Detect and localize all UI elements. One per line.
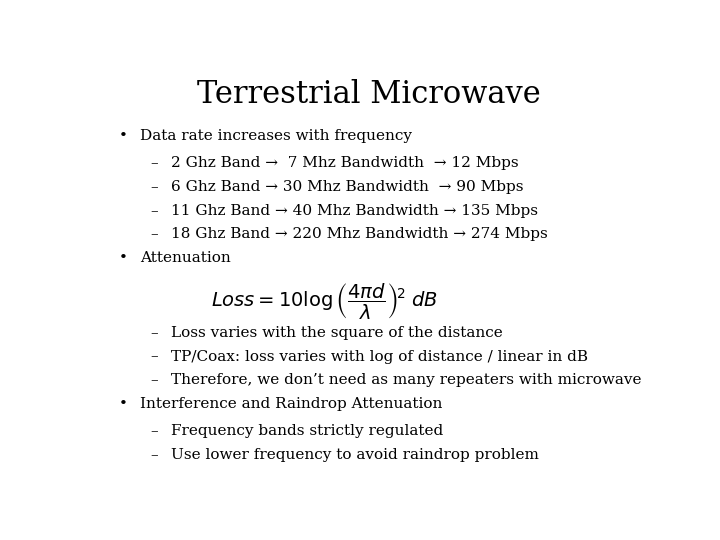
Text: –: – <box>150 227 158 241</box>
Text: TP/Coax: loss varies with log of distance / linear in dB: TP/Coax: loss varies with log of distanc… <box>171 349 588 363</box>
Text: 18 Ghz Band → 220 Mhz Bandwidth → 274 Mbps: 18 Ghz Band → 220 Mhz Bandwidth → 274 Mb… <box>171 227 548 241</box>
Text: Data rate increases with frequency: Data rate increases with frequency <box>140 129 413 143</box>
Text: –: – <box>150 373 158 387</box>
Text: Attenuation: Attenuation <box>140 251 231 265</box>
Text: Loss varies with the square of the distance: Loss varies with the square of the dista… <box>171 326 503 340</box>
Text: •: • <box>119 397 128 411</box>
Text: •: • <box>119 251 128 265</box>
Text: Frequency bands strictly regulated: Frequency bands strictly regulated <box>171 424 443 438</box>
Text: –: – <box>150 349 158 363</box>
Text: $\mathit{Loss} = 10\log\left(\dfrac{4\pi d}{\lambda}\right)^{\!2}\ \mathit{dB}$: $\mathit{Loss} = 10\log\left(\dfrac{4\pi… <box>211 282 438 322</box>
Text: Interference and Raindrop Attenuation: Interference and Raindrop Attenuation <box>140 397 443 411</box>
Text: 2 Ghz Band →  7 Mhz Bandwidth  → 12 Mbps: 2 Ghz Band → 7 Mhz Bandwidth → 12 Mbps <box>171 156 518 170</box>
Text: –: – <box>150 424 158 438</box>
Text: –: – <box>150 156 158 170</box>
Text: Terrestrial Microwave: Terrestrial Microwave <box>197 79 541 110</box>
Text: –: – <box>150 448 158 462</box>
Text: –: – <box>150 326 158 340</box>
Text: Therefore, we don’t need as many repeaters with microwave: Therefore, we don’t need as many repeate… <box>171 373 642 387</box>
Text: –: – <box>150 204 158 218</box>
Text: –: – <box>150 180 158 194</box>
Text: •: • <box>119 129 128 143</box>
Text: 11 Ghz Band → 40 Mhz Bandwidth → 135 Mbps: 11 Ghz Band → 40 Mhz Bandwidth → 135 Mbp… <box>171 204 538 218</box>
Text: Use lower frequency to avoid raindrop problem: Use lower frequency to avoid raindrop pr… <box>171 448 539 462</box>
Text: 6 Ghz Band → 30 Mhz Bandwidth  → 90 Mbps: 6 Ghz Band → 30 Mhz Bandwidth → 90 Mbps <box>171 180 523 194</box>
